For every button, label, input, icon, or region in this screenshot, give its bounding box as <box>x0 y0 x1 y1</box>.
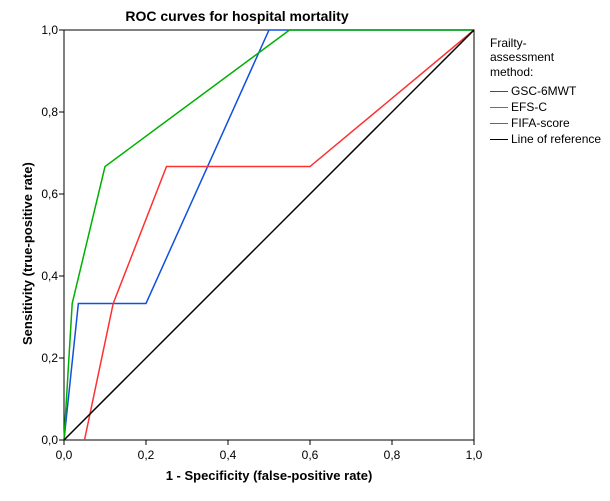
x-tick-label: 0,2 <box>131 448 161 462</box>
legend-label: FIFA-score <box>511 116 570 130</box>
legend-item: Line of reference <box>490 132 601 146</box>
x-tick-label: 0,8 <box>377 448 407 462</box>
legend-item: GSC-6MWT <box>490 84 576 98</box>
x-tick-label: 0,6 <box>295 448 325 462</box>
series-Line of reference <box>64 30 474 440</box>
legend-swatch <box>490 123 508 124</box>
legend-swatch <box>490 107 508 108</box>
legend-swatch <box>490 91 508 92</box>
legend-label: EFS-C <box>511 100 547 114</box>
x-axis-label: 1 - Specificity (false-positive rate) <box>64 468 474 483</box>
plot-area <box>54 20 484 450</box>
legend-label: GSC-6MWT <box>511 84 576 98</box>
legend-label: Line of reference <box>511 132 601 146</box>
legend-item: EFS-C <box>490 100 547 114</box>
y-tick-label: 0,0 <box>30 433 58 447</box>
y-tick-label: 0,8 <box>30 105 58 119</box>
legend-swatch <box>490 139 508 140</box>
series-EFS-C <box>85 30 475 440</box>
x-tick-label: 1,0 <box>459 448 489 462</box>
y-axis-label: Sensitivity (true-positive rate) <box>20 162 35 345</box>
legend-item: FIFA-score <box>490 116 570 130</box>
x-tick-label: 0,4 <box>213 448 243 462</box>
y-tick-label: 0,2 <box>30 351 58 365</box>
x-tick-label: 0,0 <box>49 448 79 462</box>
legend-title: Frailty-assessmentmethod: <box>490 36 554 79</box>
y-tick-label: 1,0 <box>30 23 58 37</box>
roc-chart: ROC curves for hospital mortality 0,00,2… <box>0 0 610 501</box>
